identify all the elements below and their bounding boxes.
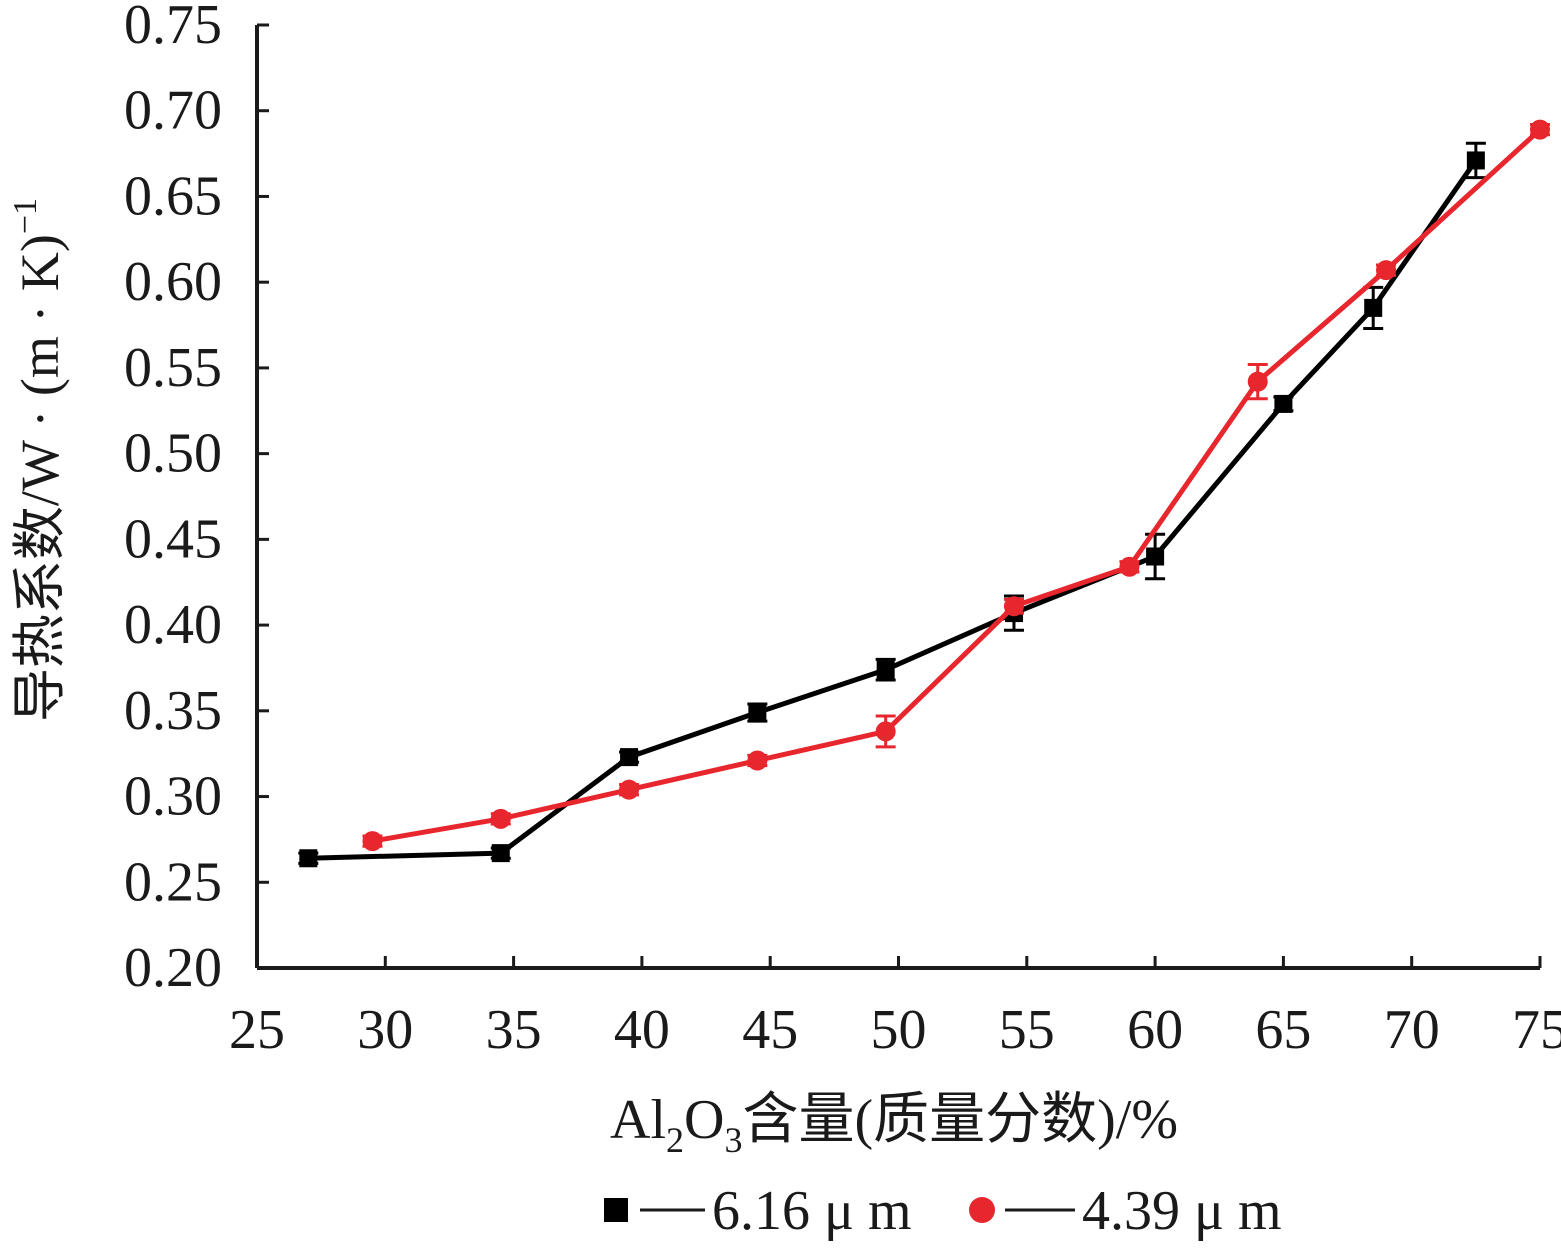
y-tick-label: 0.70 — [124, 80, 222, 142]
x-tick-label: 75 — [1512, 999, 1561, 1061]
data-point — [1146, 547, 1165, 566]
data-point — [620, 748, 639, 767]
y-tick-label: 0.20 — [124, 937, 222, 999]
x-tick-label: 65 — [1255, 999, 1311, 1061]
legend-label: 6.16 μ m — [712, 1180, 912, 1242]
x-tick-label: 40 — [614, 999, 670, 1061]
y-axis-label: 导热系数/W · (m · K)−1 — [7, 198, 70, 722]
series-1 — [298, 141, 1486, 868]
data-point — [1530, 119, 1550, 140]
legend-marker — [969, 1197, 995, 1223]
data-point — [1274, 394, 1293, 413]
series-line — [372, 127, 1542, 844]
data-point — [747, 750, 768, 771]
x-tick-label: 25 — [229, 999, 285, 1061]
legend-marker — [604, 1198, 628, 1222]
y-tick-label: 0.50 — [124, 423, 222, 485]
y-tick-label: 0.60 — [124, 251, 222, 313]
y-tick-label: 0.25 — [124, 851, 222, 913]
x-axis-label: Al2O3含量(质量分数)/% — [610, 1089, 1178, 1160]
x-axis-label-sub: 2 — [666, 1120, 684, 1160]
data-point — [491, 844, 510, 863]
data-point — [1364, 298, 1383, 317]
y-ticks: 0.20 0.25 0.30 0.35 0.40 0.45 0.50 0.55 0.60 0.65… — [124, 0, 269, 999]
series-layer — [298, 119, 1550, 868]
y-axis-label-main: 导热系数/W · (m · K) — [10, 234, 70, 722]
data-point — [362, 831, 383, 852]
data-point — [748, 703, 767, 722]
series-2 — [362, 119, 1550, 852]
series-line — [308, 158, 1478, 861]
y-tick-label: 0.55 — [124, 337, 222, 399]
x-axis-label-sub: 3 — [724, 1120, 742, 1160]
x-ticks: 25 30 35 40 45 50 55 60 65 70 75 — [229, 956, 1561, 1061]
y-tick-label: 0.35 — [124, 680, 222, 742]
data-point — [1003, 596, 1024, 617]
y-tick-label: 0.65 — [124, 165, 222, 227]
x-tick-label: 55 — [999, 999, 1055, 1061]
data-point — [299, 849, 318, 868]
y-tick-label: 0.40 — [124, 594, 222, 656]
y-tick-label: 0.75 — [124, 0, 222, 56]
data-point — [1119, 556, 1140, 577]
data-point — [1247, 371, 1268, 392]
x-tick-label: 70 — [1384, 999, 1440, 1061]
x-tick-label: 60 — [1127, 999, 1183, 1061]
x-axis-label-part: O — [684, 1089, 724, 1151]
data-point — [876, 660, 895, 679]
x-tick-label: 30 — [357, 999, 413, 1061]
x-axis-label-part: 含量(质量分数)/% — [742, 1089, 1178, 1151]
x-tick-label: 35 — [486, 999, 542, 1061]
legend: 6.16 μ m 4.39 μ m — [604, 1180, 1282, 1242]
data-point — [1376, 260, 1397, 281]
legend-label: 4.39 μ m — [1082, 1180, 1282, 1242]
x-tick-label: 45 — [742, 999, 798, 1061]
data-point — [1466, 151, 1485, 170]
y-tick-label: 0.30 — [124, 766, 222, 828]
y-axis-label-sup: −1 — [7, 198, 44, 234]
data-point — [490, 808, 511, 829]
x-axis-label-part: Al — [610, 1089, 666, 1151]
y-tick-label: 0.45 — [124, 508, 222, 570]
data-point — [619, 779, 640, 800]
x-tick-label: 50 — [871, 999, 927, 1061]
data-point — [875, 721, 896, 742]
